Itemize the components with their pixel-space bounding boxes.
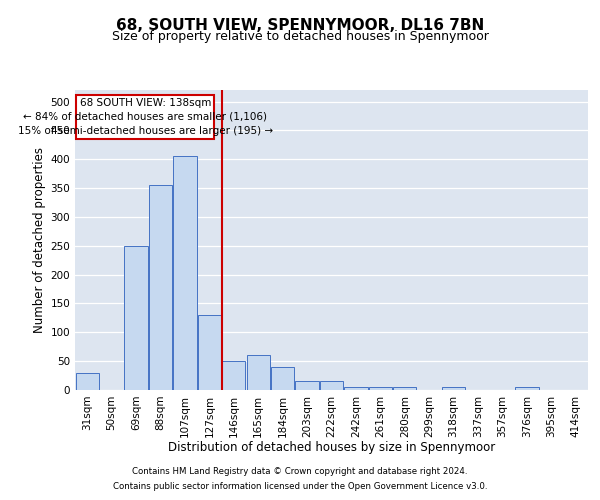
Bar bbox=[369, 387, 392, 390]
Bar bbox=[344, 387, 368, 390]
Bar bbox=[173, 156, 197, 390]
Bar bbox=[198, 315, 221, 390]
Text: Contains HM Land Registry data © Crown copyright and database right 2024.: Contains HM Land Registry data © Crown c… bbox=[132, 467, 468, 476]
Bar bbox=[442, 387, 465, 390]
Bar bbox=[271, 367, 294, 390]
Bar bbox=[124, 246, 148, 390]
Bar bbox=[320, 382, 343, 390]
X-axis label: Distribution of detached houses by size in Spennymoor: Distribution of detached houses by size … bbox=[168, 441, 495, 454]
Y-axis label: Number of detached properties: Number of detached properties bbox=[33, 147, 46, 333]
Text: 68, SOUTH VIEW, SPENNYMOOR, DL16 7BN: 68, SOUTH VIEW, SPENNYMOOR, DL16 7BN bbox=[116, 18, 484, 32]
Bar bbox=[393, 387, 416, 390]
Text: Contains public sector information licensed under the Open Government Licence v3: Contains public sector information licen… bbox=[113, 482, 487, 491]
Bar bbox=[247, 356, 270, 390]
Bar bbox=[149, 185, 172, 390]
FancyBboxPatch shape bbox=[76, 94, 214, 139]
Bar bbox=[515, 387, 539, 390]
Bar bbox=[222, 361, 245, 390]
Bar bbox=[76, 372, 99, 390]
Bar bbox=[295, 382, 319, 390]
Text: Size of property relative to detached houses in Spennymoor: Size of property relative to detached ho… bbox=[112, 30, 488, 43]
Text: 68 SOUTH VIEW: 138sqm
← 84% of detached houses are smaller (1,106)
15% of semi-d: 68 SOUTH VIEW: 138sqm ← 84% of detached … bbox=[17, 98, 273, 136]
